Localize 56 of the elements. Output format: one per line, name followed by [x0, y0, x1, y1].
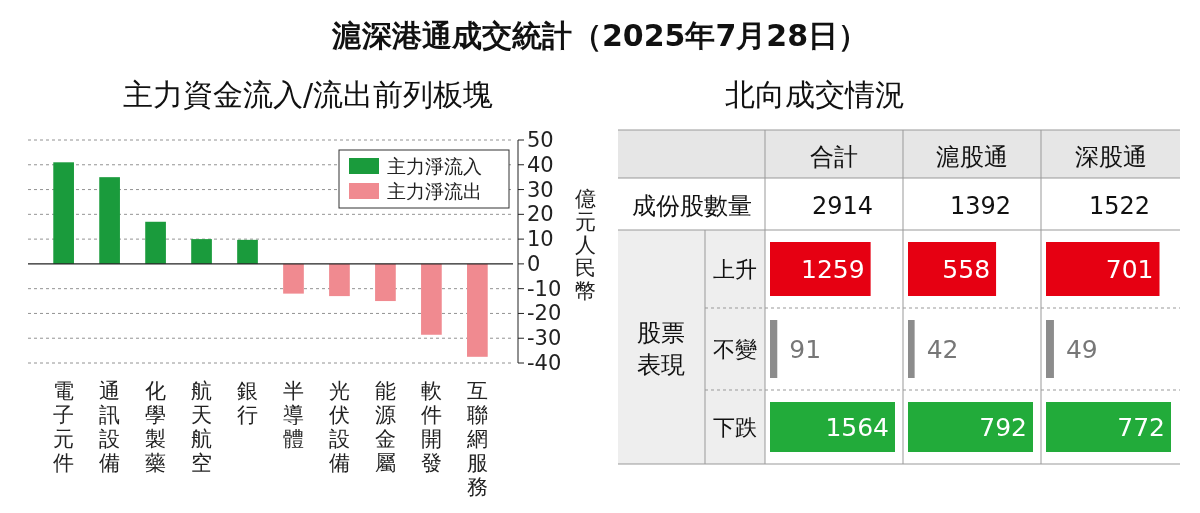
data-label: 49	[1065, 335, 1098, 364]
bar	[53, 162, 74, 264]
data-label: 91	[789, 335, 822, 364]
y-tick-label: 30	[527, 177, 554, 202]
x-tick-label: 航天航空	[191, 379, 213, 475]
data-label: 772	[1117, 413, 1165, 442]
bar	[99, 177, 120, 264]
y-tick-label: -10	[527, 276, 562, 301]
chart-title: 合計	[810, 143, 858, 171]
x-tick-label: 電子元件	[53, 379, 75, 475]
chart-subtitle: 主力資金流入/流出前列板塊	[122, 77, 494, 112]
text: 1392	[949, 192, 1011, 220]
data-label: 1259	[801, 255, 865, 284]
bar	[283, 263, 304, 294]
text: 股票表現	[637, 319, 685, 379]
y-tick-label: 下跌	[713, 415, 757, 440]
text: 滬深港通成交統計（2025年7月28日）	[330, 18, 869, 53]
y-tick-label: 0	[527, 251, 541, 276]
y-tick-label: 上升	[713, 257, 757, 282]
y-tick-label: 20	[527, 202, 554, 227]
text: 成份股數量	[632, 192, 752, 220]
x-tick-label: 光伏設備	[328, 379, 350, 475]
x-tick-label: 能源金屬	[374, 379, 396, 475]
bar	[191, 239, 212, 264]
text: 北向成交情況	[725, 77, 905, 112]
x-tick-label: 銀行	[237, 379, 259, 427]
text: 1522	[1088, 192, 1150, 220]
chart-title: 深股通	[1074, 143, 1147, 171]
y-axis-title: 億元人民幣	[574, 187, 596, 303]
x-tick-label: 化學製藥	[145, 379, 167, 475]
bar	[467, 263, 488, 357]
bar	[237, 239, 258, 264]
x-tick-label: 半導體	[282, 379, 304, 451]
y-tick-label: -40	[527, 351, 562, 375]
y-tick-label: 不變	[713, 337, 757, 362]
bar	[421, 263, 442, 335]
chart-title: 滬股通	[936, 143, 1008, 171]
legend-label: 主力淨流入	[387, 155, 482, 177]
x-tick-label: 通訊設備	[99, 379, 121, 475]
bar	[145, 221, 166, 264]
data-label: 701	[1105, 255, 1154, 284]
data-label: 1564	[825, 413, 889, 442]
data-label: 42	[926, 335, 959, 364]
y-tick-label: 10	[527, 227, 554, 252]
x-tick-label: 互聯網服務	[465, 379, 488, 499]
text: 2914	[811, 192, 873, 220]
data-label: 792	[979, 413, 1027, 442]
x-tick-label: 軟件開發	[420, 379, 442, 475]
y-tick-label: -20	[527, 301, 562, 326]
legend-label: 主力淨流出	[387, 180, 482, 202]
bar	[329, 263, 350, 297]
y-tick-label: 40	[527, 152, 554, 177]
bar	[375, 263, 396, 302]
data-label: 558	[942, 255, 991, 284]
y-tick-label: 50	[527, 128, 554, 152]
y-tick-label: -30	[527, 326, 562, 351]
